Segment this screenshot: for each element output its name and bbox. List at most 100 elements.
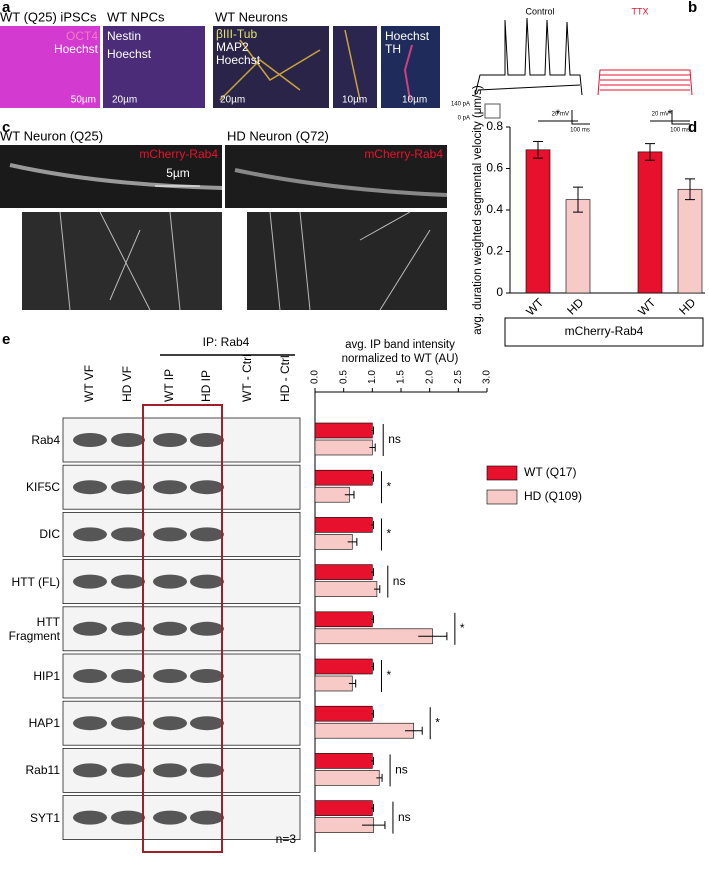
panel-label: b xyxy=(688,0,697,16)
blot-band xyxy=(111,574,145,589)
error-bar xyxy=(371,568,374,577)
error-bar xyxy=(533,141,543,159)
error-bar xyxy=(362,821,386,830)
blot-band xyxy=(73,669,107,683)
blot-band xyxy=(153,669,187,683)
th-neuron xyxy=(403,44,413,101)
blot-band xyxy=(153,433,187,447)
stain-label: Nestin xyxy=(107,29,141,43)
x-tick-label: 0.5 xyxy=(338,370,349,384)
error-bar xyxy=(374,585,381,594)
significance-label: * xyxy=(386,527,391,541)
trace-title: TTX xyxy=(632,6,649,16)
error-bar xyxy=(405,726,423,735)
x-tick-label: WT xyxy=(523,295,547,319)
ipsc-image xyxy=(0,26,100,108)
group-label: mCherry-Rab4 xyxy=(565,324,644,338)
error-bar xyxy=(573,186,583,213)
bar xyxy=(314,517,373,533)
row-label: Rab11 xyxy=(25,763,60,778)
significance-label: * xyxy=(668,107,673,121)
blot-band xyxy=(111,480,145,495)
neurites xyxy=(219,29,361,101)
panel-label: e xyxy=(2,331,10,348)
panel-label: c xyxy=(2,119,10,136)
scale-label: 50µm xyxy=(71,95,96,106)
blot-band xyxy=(73,763,107,778)
legend-swatch xyxy=(486,465,518,481)
image-title: WT (Q25) iPSCs xyxy=(0,9,97,24)
bar xyxy=(314,439,373,456)
y-tick-label: 0.4 xyxy=(486,202,503,216)
blot-band xyxy=(111,433,145,447)
x-tick-label: 0.0 xyxy=(310,370,321,384)
error-bar xyxy=(371,520,374,529)
stain-label: Hoechst xyxy=(385,29,430,43)
stain-label: Hoechst xyxy=(54,42,99,56)
significance-label: ns xyxy=(395,763,408,777)
row-label: SYT1 xyxy=(29,810,60,825)
error-bar xyxy=(371,426,374,435)
scale-label: 20µm xyxy=(220,95,245,106)
blot-band xyxy=(190,574,224,589)
row-label: KIF5C xyxy=(25,480,60,495)
error-bar xyxy=(347,537,358,546)
stain-label: mCherry-Rab4 xyxy=(364,147,443,161)
bar xyxy=(637,151,663,294)
blot-band xyxy=(153,810,187,825)
blot-band xyxy=(73,716,107,731)
error-bar xyxy=(371,756,374,765)
blot-band xyxy=(190,810,224,825)
lane-label: WT IP xyxy=(162,369,176,402)
bar xyxy=(677,188,703,294)
step-label: 140 pA xyxy=(451,102,470,108)
legend-swatch xyxy=(486,489,518,505)
bar xyxy=(314,611,373,628)
y-tick-label: 0.8 xyxy=(486,119,503,133)
bar xyxy=(314,486,350,503)
axon xyxy=(234,168,448,197)
y-axis-title: avg. duration weighted segmental velocit… xyxy=(472,85,484,335)
bar xyxy=(314,722,414,739)
blot-band xyxy=(190,669,224,683)
y-tick-label: 0.6 xyxy=(486,161,503,175)
bar xyxy=(314,534,353,550)
blot-band xyxy=(153,527,187,542)
significance-label: ns xyxy=(393,574,406,588)
neuron-image xyxy=(213,26,329,108)
scale-label: 20 mV xyxy=(552,112,569,118)
error-bar xyxy=(645,143,655,161)
lane-label: WT - Ctrl xyxy=(240,354,254,402)
step-protocol xyxy=(484,103,501,119)
legend-label: HD (Q109) xyxy=(524,489,582,503)
blot-band xyxy=(190,716,224,731)
wt-kymograph xyxy=(22,212,222,310)
image-title: WT Neurons xyxy=(215,9,288,24)
error-bar xyxy=(371,709,374,718)
blot-band xyxy=(153,480,187,495)
blot-band xyxy=(73,433,107,447)
blot-band xyxy=(73,621,107,636)
bar xyxy=(314,753,373,769)
blot-band xyxy=(111,621,145,636)
legend-label: WT (Q17) xyxy=(524,465,576,479)
lane-label: HD IP xyxy=(199,370,213,402)
significance-label: ns xyxy=(398,810,411,824)
x-tick-label: 1.0 xyxy=(367,370,378,384)
replicate-label: n=3 xyxy=(276,832,297,846)
blot-band xyxy=(153,621,187,636)
blot-band xyxy=(190,527,224,542)
scale-label: 10µm xyxy=(402,95,427,106)
scale-label: 5µm xyxy=(166,166,190,180)
bar xyxy=(314,675,353,692)
control-traces xyxy=(474,17,583,96)
trace-title: Control xyxy=(525,6,554,16)
significance-label: ns xyxy=(388,432,401,446)
kymograph-tracks xyxy=(59,211,431,311)
scale-label: 20µm xyxy=(112,95,137,106)
lane-label: HD - Ctrl xyxy=(278,355,292,402)
blot-band xyxy=(153,763,187,778)
scale-label: 100 ms xyxy=(670,128,690,134)
